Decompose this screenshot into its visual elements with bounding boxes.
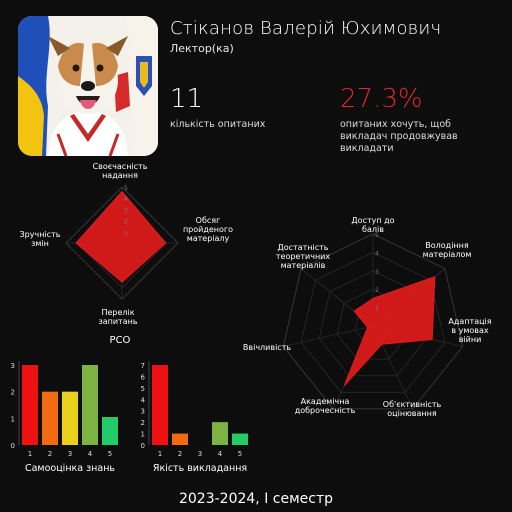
radar-chart-rso: 1 2 3 4 5 Своєчасність надання Обсяг пройденого м… xyxy=(20,162,234,346)
bar-mark xyxy=(22,365,38,445)
bar-xtick-label: 4 xyxy=(218,450,223,458)
bar-mark xyxy=(62,391,78,445)
radar-scale-label: 4 xyxy=(124,196,128,203)
continue-percent-label: опитаних хочуть, щоб викладач продовжува… xyxy=(340,119,458,154)
bar-ytick-label: 2 xyxy=(141,419,145,427)
bar-mark xyxy=(232,433,248,445)
bar-xlabel: Якість викладання xyxy=(153,463,247,474)
radar-axis-label: Об'єктивність оцінювання xyxy=(383,400,442,418)
bar-ytick-label: 4 xyxy=(141,396,146,404)
bar-ytick-label: 3 xyxy=(141,408,145,416)
respondents-label: кількість опитаних xyxy=(170,119,266,130)
radar-axis-label: Ввічливість xyxy=(243,343,291,352)
radar-axis-label: Своєчасність надання xyxy=(93,162,148,180)
bar-xtick-label: 4 xyxy=(88,450,93,458)
radar-axis-label: Академічна доброчесність xyxy=(295,397,356,415)
radar-outer-ring xyxy=(282,233,464,410)
radar-scale-label: 1 xyxy=(124,230,128,237)
radar-axis-label: Достатність теоретичних матеріалів xyxy=(276,243,330,270)
radar-title: РСО xyxy=(110,335,131,346)
bar-ytick-label: 3 xyxy=(11,362,15,370)
radar-scale-label: 2 xyxy=(124,219,128,226)
radar-scale-label: 4 xyxy=(375,250,379,257)
radar-scale-label: 5 xyxy=(124,185,128,192)
bar-xtick-label: 1 xyxy=(158,450,162,458)
bar-ytick-label: 6 xyxy=(141,373,146,381)
bar-mark xyxy=(102,417,118,445)
bar-ytick-label: 2 xyxy=(11,389,15,397)
radar-axis-label: Обсяг пройденого матеріалу xyxy=(183,216,233,243)
radar-spoke xyxy=(283,325,374,347)
bar-ytick-label: 0 xyxy=(141,442,145,450)
bar-chart-teaching-quality: 0 1 2 3 4 5 6 7 1 2 3 4 5 Якість викладання xyxy=(141,361,248,474)
radar-axis-label: Зручність змін xyxy=(20,230,61,248)
radar-scale-label: 2 xyxy=(375,287,379,294)
radar-axis-label: Володіння матеріалом xyxy=(423,241,472,259)
bar-xtick-label: 5 xyxy=(108,450,112,458)
radar-outer-ring xyxy=(65,186,179,300)
radar-scale-label: 5 xyxy=(375,232,379,239)
bar-ytick-label: 1 xyxy=(141,431,145,439)
bar-mark xyxy=(172,433,188,445)
bar-ytick-label: 7 xyxy=(141,362,145,370)
teacher-photo xyxy=(18,16,158,156)
bar-ytick-label: 0 xyxy=(11,442,15,450)
radar-data-area xyxy=(343,275,436,387)
semester-label: 2023-2024, I семестр xyxy=(178,491,333,507)
bar-xtick-label: 3 xyxy=(198,450,202,458)
radar-data-area xyxy=(75,190,167,283)
bar-xtick-label: 3 xyxy=(68,450,72,458)
bar-xtick-label: 5 xyxy=(238,450,242,458)
bar-xtick-label: 1 xyxy=(28,450,32,458)
radar-scale-label: 1 xyxy=(375,306,379,313)
bar-mark xyxy=(42,391,58,445)
bar-ytick-label: 5 xyxy=(141,385,145,393)
bar-ytick-label: 1 xyxy=(11,415,15,423)
bar-xlabel: Самооцінка знань xyxy=(25,463,115,474)
radar-axis-label: Доступ до балів xyxy=(351,216,394,234)
bar-mark xyxy=(212,422,228,445)
radar-scale-label: 3 xyxy=(124,207,128,214)
radar-scale-label: 3 xyxy=(375,269,379,276)
teacher-role: Лектор(ка) xyxy=(170,42,234,55)
respondents-count: 11 xyxy=(170,84,204,114)
radar-axis-label: Адаптація в умовах війни xyxy=(448,317,491,344)
radar-axis-label: Перелік запитань xyxy=(98,308,137,326)
bar-chart-self-assessment: 0 1 2 3 1 2 3 4 5 Самооцінка знань xyxy=(11,361,118,474)
bar-mark xyxy=(82,365,98,445)
teacher-name: Стіканов Валерій Юхимович xyxy=(170,18,442,39)
continue-percent: 27.3% xyxy=(340,84,423,114)
bar-xtick-label: 2 xyxy=(48,450,52,458)
bar-xtick-label: 2 xyxy=(178,450,182,458)
bar-mark xyxy=(152,365,168,445)
